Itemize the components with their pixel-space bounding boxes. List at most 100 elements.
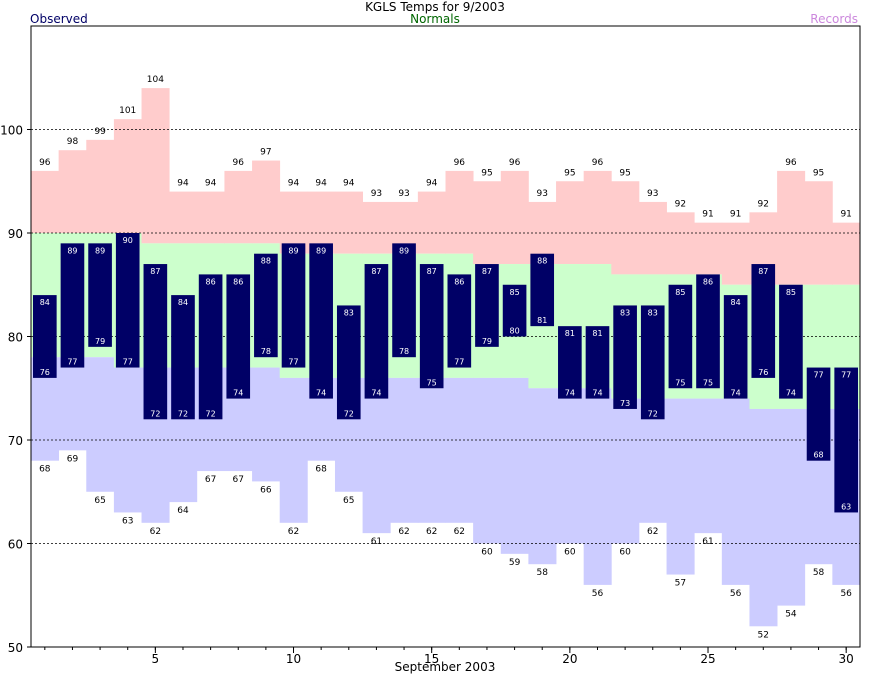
record-low-label: 62	[150, 527, 161, 537]
observed-high-label: 87	[371, 267, 381, 276]
observed-high-label: 86	[233, 277, 243, 286]
observed-bar	[806, 367, 831, 461]
record-high-label: 94	[343, 179, 355, 189]
x-tick-label: 30	[839, 652, 854, 666]
record-low-band	[417, 377, 446, 523]
legend-records: Records	[810, 12, 858, 26]
observed-bar	[198, 274, 223, 420]
observed-high-label: 85	[786, 288, 796, 297]
record-high-band	[169, 191, 198, 244]
observed-high-label: 86	[206, 277, 216, 286]
observed-low-label: 74	[592, 389, 602, 398]
record-high-label: 93	[647, 189, 658, 199]
observed-bar	[254, 253, 278, 358]
observed-high-label: 89	[67, 246, 77, 255]
record-high-label: 94	[315, 179, 327, 189]
observed-low-label: 72	[648, 409, 658, 418]
record-high-label: 96	[454, 158, 466, 168]
record-low-label: 62	[647, 527, 658, 537]
observed-high-label: 87	[758, 267, 768, 276]
record-low-label: 67	[233, 475, 244, 485]
observed-bar	[834, 367, 858, 513]
record-low-label: 64	[177, 506, 189, 516]
record-low-band	[279, 377, 308, 523]
observed-low-label: 74	[565, 389, 575, 398]
record-low-label: 62	[426, 527, 437, 537]
observed-high-label: 86	[454, 277, 464, 286]
record-low-label: 69	[67, 454, 79, 464]
record-high-label: 96	[233, 158, 245, 168]
observed-high-label: 84	[731, 298, 741, 307]
observed-bar	[226, 274, 251, 399]
record-low-label: 65	[94, 496, 105, 506]
observed-bar	[309, 243, 333, 399]
observed-high-label: 81	[565, 329, 575, 338]
observed-bar	[640, 305, 665, 420]
observed-high-label: 81	[592, 329, 602, 338]
record-low-label: 61	[702, 537, 713, 547]
observed-low-label: 72	[178, 409, 188, 418]
record-low-label: 67	[205, 475, 216, 485]
record-high-label: 94	[288, 179, 300, 189]
observed-bar	[723, 295, 748, 399]
record-low-label: 66	[260, 485, 272, 495]
record-low-label: 68	[39, 465, 51, 475]
observed-low-label: 77	[454, 358, 464, 367]
record-low-label: 58	[813, 568, 825, 578]
record-high-band	[777, 170, 806, 285]
record-high-label: 104	[147, 75, 164, 85]
x-tick-label: 20	[562, 652, 577, 666]
observed-high-label: 77	[813, 371, 823, 380]
record-low-label: 54	[785, 610, 797, 620]
record-low-band	[694, 398, 723, 534]
record-high-label: 93	[398, 189, 409, 199]
observed-bar	[364, 264, 389, 399]
observed-high-label: 85	[675, 288, 685, 297]
y-tick-label: 100	[0, 124, 23, 138]
record-low-label: 56	[592, 589, 604, 599]
record-low-band	[611, 398, 640, 544]
observed-low-label: 63	[841, 502, 851, 511]
observed-high-label: 88	[261, 257, 271, 266]
observed-high-label: 83	[648, 308, 658, 317]
observed-bar	[171, 295, 195, 420]
record-low-band	[58, 357, 87, 451]
record-high-band	[832, 222, 861, 285]
observed-low-label: 76	[40, 368, 50, 377]
observed-bar	[60, 243, 85, 368]
record-low-label: 56	[840, 589, 852, 599]
observed-bar	[530, 253, 555, 327]
record-low-label: 68	[315, 465, 327, 475]
observed-bar	[143, 264, 168, 420]
x-tick-label: 25	[700, 652, 715, 666]
observed-bar	[115, 233, 140, 368]
observed-high-label: 88	[537, 257, 547, 266]
observed-bar	[419, 264, 444, 389]
record-low-label: 56	[730, 589, 742, 599]
record-high-label: 91	[840, 210, 851, 220]
record-low-label: 60	[481, 548, 493, 558]
y-tick-label: 70	[8, 434, 23, 448]
record-low-band	[777, 408, 806, 606]
record-high-band	[611, 181, 640, 275]
observed-bar	[585, 326, 610, 399]
observed-high-label: 89	[95, 246, 105, 255]
record-low-band	[362, 377, 391, 534]
record-high-band	[556, 181, 585, 265]
observed-low-label: 73	[620, 399, 630, 408]
legend-observed: Observed	[30, 12, 88, 26]
observed-high-label: 89	[316, 246, 326, 255]
record-low-band	[445, 377, 474, 523]
observed-high-label: 87	[150, 267, 160, 276]
chart-title: KGLS Temps for 9/2003	[365, 0, 505, 14]
record-high-label: 91	[702, 210, 713, 220]
record-high-band	[224, 170, 253, 244]
observed-high-label: 84	[178, 298, 188, 307]
record-high-band	[638, 201, 667, 275]
observed-high-label: 89	[288, 246, 298, 255]
record-low-band	[252, 367, 281, 482]
observed-low-label: 77	[288, 358, 298, 367]
observed-low-label: 79	[95, 337, 105, 346]
observed-bar	[392, 243, 416, 358]
